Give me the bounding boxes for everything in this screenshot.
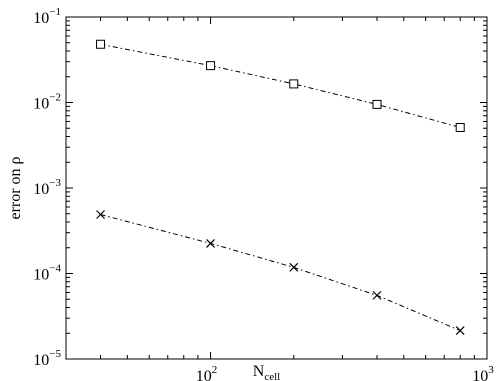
series-1-square-marker <box>373 100 381 108</box>
y-tick-label: 10−4 <box>33 263 61 284</box>
series-1-square-marker <box>207 62 215 70</box>
x-tick-label: 102 <box>196 364 218 381</box>
series-2-x-marker <box>207 239 215 247</box>
series-1-square-marker <box>456 124 464 132</box>
x-tick-label: 103 <box>472 364 494 381</box>
series-2-x-marker <box>373 291 381 299</box>
y-tick-label: 10−2 <box>33 92 61 113</box>
y-axis-title: error on ρ <box>7 156 24 219</box>
series-1-line <box>101 44 461 127</box>
y-tick-label: 10−5 <box>33 348 61 369</box>
series-2-line <box>101 215 461 331</box>
x-axis-title: Ncell <box>253 363 280 381</box>
series-2-x-marker <box>97 210 105 218</box>
series-1-square-marker <box>290 80 298 88</box>
y-tick-label: 10−1 <box>33 6 61 27</box>
series-2-x-marker <box>456 327 464 335</box>
plot-area-frame <box>66 17 487 359</box>
series-1-square-marker <box>97 40 105 48</box>
y-tick-label: 10−3 <box>33 177 61 198</box>
series-2-x-marker <box>290 263 298 271</box>
